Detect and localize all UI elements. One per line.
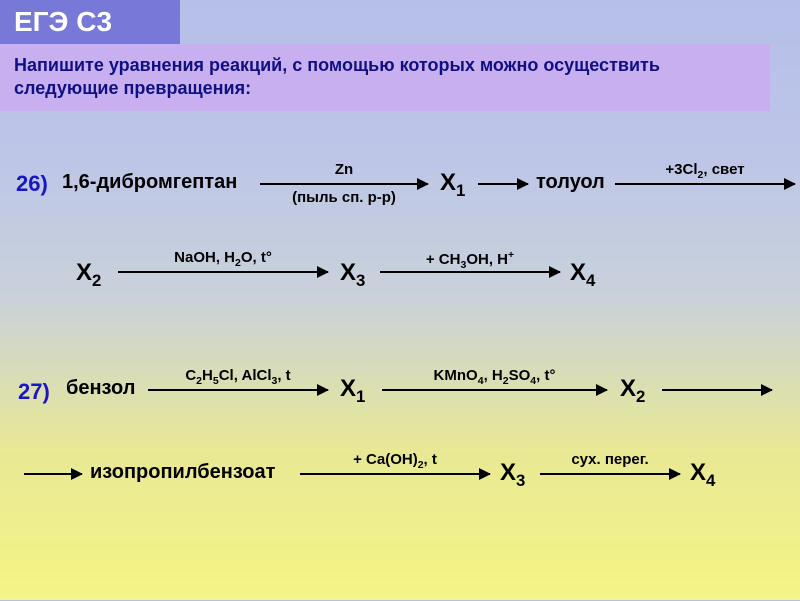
chem-node: 1,6-дибромгептан: [62, 171, 237, 194]
chem-node: X4: [570, 259, 595, 291]
chem-node: X2: [76, 259, 101, 291]
reaction-condition-top: +3Cl2, свет: [615, 161, 795, 181]
reaction-arrow: [382, 389, 607, 391]
reaction-arrow: [148, 389, 328, 391]
reaction-arrow: [540, 473, 680, 475]
reaction-arrow: [615, 183, 795, 185]
title-text: ЕГЭ С3: [14, 6, 112, 37]
chem-node: X4: [690, 459, 715, 491]
reaction-condition-top: KMnO4, H2SO4, t°: [382, 367, 607, 387]
reaction-arrow: [260, 183, 428, 185]
task-text: Напишите уравнения реакций, с помощью ко…: [14, 55, 660, 98]
reaction-arrow: [380, 271, 560, 273]
reaction-arrow: [662, 389, 772, 391]
chem-node: X1: [340, 375, 365, 407]
chem-node: X1: [440, 169, 465, 201]
reaction-condition-top: Zn: [260, 161, 428, 178]
reaction-arrow: [478, 183, 528, 185]
task-bar: Напишите уравнения реакций, с помощью ко…: [0, 44, 770, 111]
problem-number: 27): [18, 379, 50, 405]
chem-node: X3: [500, 459, 525, 491]
reaction-condition-top: + Ca(OH)2, t: [300, 451, 490, 471]
chem-node: изопропилбензоат: [90, 461, 275, 484]
chem-node: X3: [340, 259, 365, 291]
reaction-condition-bottom: (пыль сп. р-р): [260, 189, 428, 206]
reaction-condition-top: сух. перег.: [540, 451, 680, 468]
chem-node: бензол: [66, 377, 135, 400]
reaction-condition-top: NaOH, H2O, t°: [118, 249, 328, 269]
chem-node: X2: [620, 375, 645, 407]
problem-number: 26): [16, 171, 48, 197]
chem-node: толуол: [536, 171, 605, 194]
content-area: 26) 1,6-дибромгептан X1 толуол X2 Zn (пыль сп.…: [0, 111, 800, 601]
reaction-arrow: [300, 473, 490, 475]
reaction-condition-top: + CH3OH, H+: [380, 249, 560, 271]
title-bar: ЕГЭ С3: [0, 0, 180, 44]
reaction-arrow: [24, 473, 82, 475]
reaction-arrow: [118, 271, 328, 273]
reaction-condition-top: C2H5Cl, AlCl3, t: [148, 367, 328, 387]
